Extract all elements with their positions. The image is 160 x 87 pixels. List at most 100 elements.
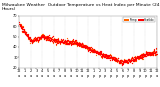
Point [32, 39, 35, 40]
Point [24, 34, 27, 35]
Point [51, 40, 53, 42]
Point [40, 35, 42, 37]
Point [60, 41, 63, 43]
Point [40, 34, 43, 35]
Point [30, 38, 32, 40]
Point [63, 40, 65, 42]
Point [23, 33, 26, 34]
Point [154, 52, 156, 53]
Point [55, 41, 57, 42]
Point [107, 54, 110, 55]
Point [113, 57, 116, 58]
Point [60, 40, 62, 42]
Point [21, 28, 23, 30]
Point [54, 38, 57, 40]
Point [110, 57, 112, 58]
Point [101, 57, 103, 59]
Point [19, 25, 21, 27]
Point [146, 51, 149, 53]
Point [51, 38, 54, 39]
Point [62, 43, 65, 44]
Point [61, 42, 64, 44]
Point [45, 36, 48, 38]
Point [22, 28, 24, 29]
Point [144, 55, 146, 56]
Point [39, 37, 41, 39]
Point [120, 60, 122, 61]
Point [140, 55, 143, 56]
Point [51, 38, 54, 39]
Point [121, 63, 124, 65]
Point [142, 56, 144, 58]
Point [27, 38, 30, 39]
Point [64, 43, 67, 45]
Point [107, 56, 109, 58]
Point [55, 39, 58, 41]
Point [67, 42, 69, 44]
Point [31, 41, 33, 42]
Point [27, 35, 29, 37]
Point [19, 24, 22, 26]
Point [124, 61, 126, 62]
Point [106, 54, 109, 56]
Point [52, 38, 55, 39]
Point [108, 57, 110, 58]
Point [45, 39, 48, 40]
Point [132, 56, 135, 58]
Point [79, 45, 81, 47]
Point [114, 60, 117, 61]
Point [23, 30, 25, 32]
Point [60, 40, 62, 41]
Point [94, 51, 96, 52]
Point [88, 49, 90, 51]
Point [113, 57, 115, 58]
Point [22, 29, 25, 30]
Point [145, 55, 147, 57]
Point [132, 60, 134, 62]
Point [52, 40, 55, 41]
Point [20, 27, 23, 28]
Point [94, 51, 96, 52]
Point [126, 60, 128, 62]
Point [76, 45, 78, 46]
Point [125, 61, 127, 62]
Point [128, 60, 130, 61]
Point [111, 59, 114, 60]
Point [108, 57, 110, 58]
Point [118, 61, 120, 62]
Point [68, 40, 71, 41]
Point [143, 54, 145, 55]
Point [93, 50, 95, 52]
Point [114, 59, 117, 61]
Point [148, 54, 150, 55]
Point [65, 43, 68, 44]
Point [99, 54, 102, 55]
Point [95, 53, 97, 54]
Point [21, 30, 24, 31]
Point [80, 44, 82, 46]
Point [45, 39, 48, 40]
Point [144, 54, 147, 56]
Point [24, 32, 27, 34]
Point [121, 64, 124, 65]
Point [125, 62, 128, 63]
Point [134, 58, 137, 59]
Point [122, 60, 125, 61]
Point [58, 42, 61, 43]
Point [137, 58, 139, 59]
Point [105, 56, 108, 57]
Point [129, 61, 131, 62]
Point [59, 41, 61, 42]
Point [129, 60, 132, 62]
Point [153, 49, 155, 50]
Point [114, 60, 117, 61]
Point [131, 59, 134, 60]
Point [70, 40, 72, 42]
Point [150, 54, 152, 55]
Point [119, 61, 121, 62]
Point [138, 56, 141, 57]
Point [136, 55, 139, 56]
Point [40, 35, 43, 36]
Point [150, 53, 152, 55]
Point [23, 31, 26, 32]
